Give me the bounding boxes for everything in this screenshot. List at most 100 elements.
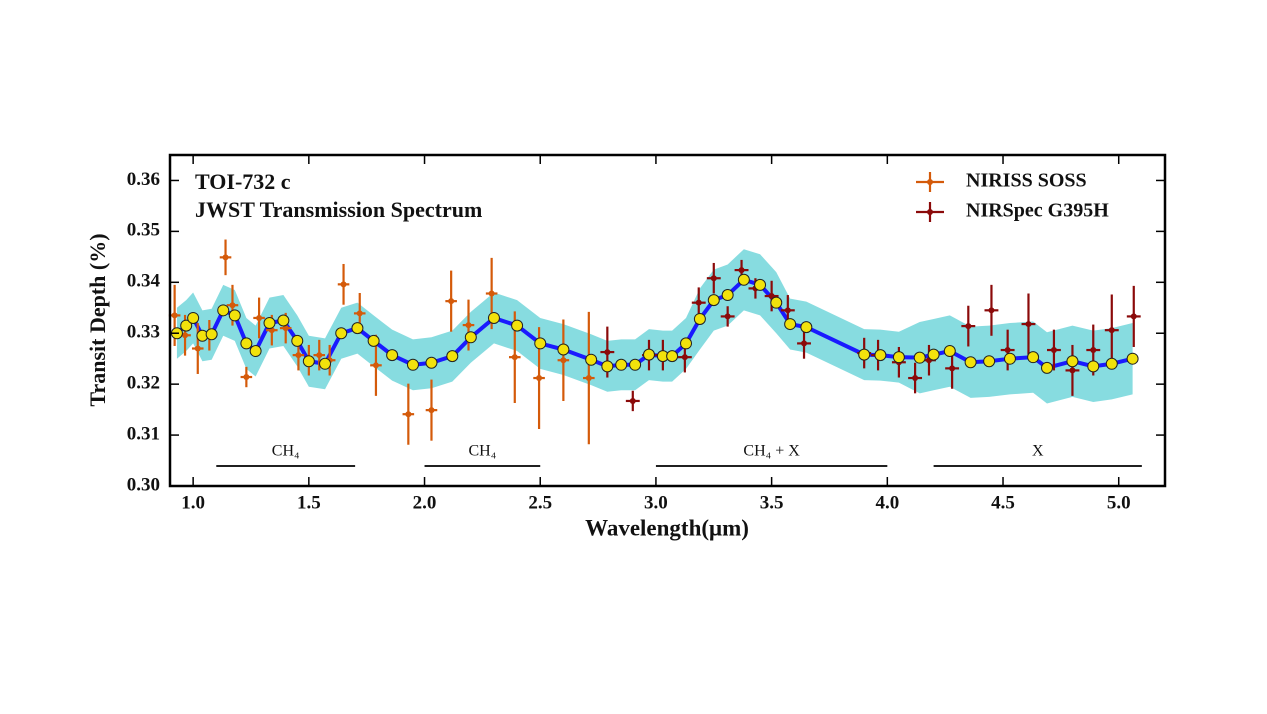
data-point — [243, 374, 250, 381]
data-point — [511, 354, 518, 361]
model-point — [1087, 360, 1100, 373]
model-point — [629, 358, 642, 371]
data-point — [372, 362, 379, 369]
model-point — [737, 273, 750, 286]
model-point — [1027, 351, 1040, 364]
model-point — [770, 296, 783, 309]
model-point — [913, 351, 926, 364]
data-point — [282, 325, 289, 332]
x-tick-label: 5.0 — [1107, 492, 1131, 513]
chart-title: TOI-732 c — [195, 169, 291, 194]
legend-marker — [927, 209, 933, 215]
x-axis-label: Wavelength(μm) — [585, 515, 749, 540]
model-point — [615, 358, 628, 371]
model-point — [800, 321, 813, 334]
data-point — [356, 310, 363, 317]
data-point — [316, 352, 323, 359]
model-point — [319, 357, 332, 370]
x-tick-label: 3.5 — [760, 492, 784, 513]
annotation-label: CH₄ — [272, 443, 300, 460]
model-point — [249, 345, 262, 358]
y-tick-label: 0.36 — [127, 169, 160, 190]
model-point — [386, 349, 399, 362]
model-point — [754, 278, 767, 291]
data-point — [295, 352, 302, 359]
model-point — [406, 358, 419, 371]
data-point — [724, 313, 731, 320]
data-point — [428, 407, 435, 414]
model-point — [983, 355, 996, 368]
model-point — [585, 353, 598, 366]
model-point — [666, 350, 679, 363]
model-point — [291, 334, 304, 347]
model-point — [927, 348, 940, 361]
model-point — [228, 309, 241, 322]
model-point — [217, 304, 230, 317]
model-point — [464, 331, 477, 344]
model-point — [263, 317, 276, 330]
x-tick-label: 4.0 — [875, 492, 899, 513]
annotation-label: X — [1032, 443, 1044, 460]
model-point — [351, 322, 364, 335]
x-tick-label: 4.5 — [991, 492, 1015, 513]
annotation-label: CH₄ — [468, 443, 496, 460]
x-tick-label: 2.5 — [528, 492, 552, 513]
data-point — [1130, 313, 1137, 320]
model-point — [601, 360, 614, 373]
data-point — [340, 281, 347, 288]
data-point — [222, 254, 229, 261]
model-point — [1105, 357, 1118, 370]
model-point — [874, 349, 887, 362]
model-point — [1003, 352, 1016, 365]
data-point — [229, 302, 236, 309]
data-point — [488, 290, 495, 297]
data-point — [560, 357, 567, 364]
data-point — [629, 397, 636, 404]
data-point — [171, 312, 178, 319]
model-point — [1040, 361, 1053, 374]
model-point — [487, 311, 500, 324]
x-tick-label: 1.5 — [297, 492, 321, 513]
y-tick-label: 0.30 — [127, 474, 160, 495]
data-point — [182, 332, 189, 339]
model-point — [642, 348, 655, 361]
data-point — [988, 307, 995, 314]
y-axis-label: Transit Depth (%) — [85, 233, 110, 406]
legend-label: NIRISS SOSS — [966, 170, 1087, 192]
model-point — [511, 319, 524, 332]
model-point — [367, 334, 380, 347]
data-point — [1050, 347, 1057, 354]
data-point — [801, 340, 808, 347]
data-point — [695, 299, 702, 306]
model-point — [446, 350, 459, 363]
model-point — [680, 337, 693, 350]
model-point — [707, 294, 720, 307]
data-point — [965, 323, 972, 330]
model-point — [943, 345, 956, 358]
data-point — [784, 307, 791, 314]
y-tick-label: 0.32 — [127, 373, 160, 394]
data-point — [1090, 347, 1097, 354]
y-tick-label: 0.35 — [127, 220, 160, 241]
y-tick-label: 0.34 — [127, 271, 161, 292]
model-point — [858, 348, 871, 361]
model-point — [335, 327, 348, 340]
model-point — [187, 311, 200, 324]
data-point — [604, 349, 611, 356]
data-point — [912, 375, 919, 382]
model-point — [964, 356, 977, 369]
legend-marker — [927, 179, 933, 185]
model-point — [277, 314, 290, 327]
data-point — [256, 314, 263, 321]
data-point — [681, 354, 688, 361]
model-point — [1126, 352, 1139, 365]
model-point — [240, 337, 253, 350]
data-point — [536, 375, 543, 382]
model-point — [557, 343, 570, 356]
model-point — [693, 312, 706, 325]
model-point — [302, 355, 315, 368]
x-tick-label: 1.0 — [181, 492, 205, 513]
model-band — [176, 249, 1133, 404]
